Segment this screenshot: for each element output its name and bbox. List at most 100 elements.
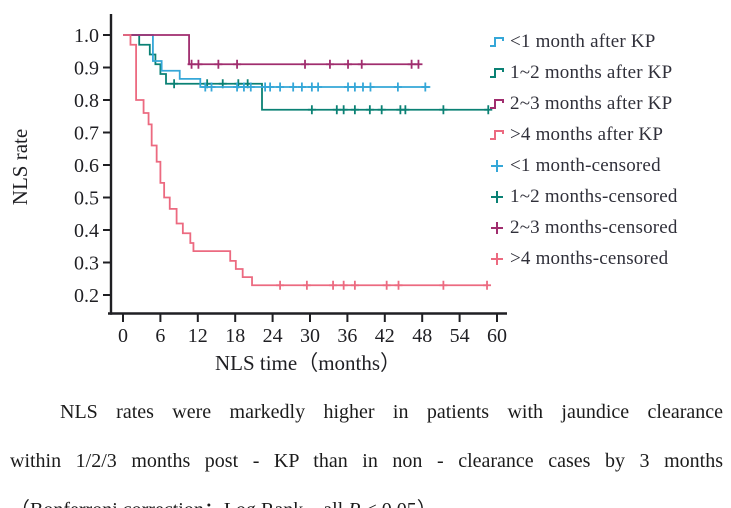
legend-item-label: 2~3 months-censored xyxy=(510,216,678,238)
censor-mark xyxy=(401,105,410,115)
legend-plus-glyph xyxy=(491,159,503,172)
x-tick-label: 12 xyxy=(188,325,208,347)
censor-mark xyxy=(276,280,285,290)
censor-mark xyxy=(344,59,353,69)
legend-item-label: 2~3 months after KP xyxy=(510,92,673,114)
x-tick-label: 42 xyxy=(375,325,395,347)
censor-mark xyxy=(297,82,306,92)
x-tick-label: 18 xyxy=(225,325,245,347)
caption-line-2: within 1/2/3 months post - KP than in no… xyxy=(10,450,723,472)
caption-p-symbol: P xyxy=(348,499,360,508)
y-tick-label: 0.3 xyxy=(74,253,99,275)
legend-plus-glyph xyxy=(491,221,503,234)
censor-mark xyxy=(325,59,334,69)
censor-mark xyxy=(350,105,359,115)
legend-item: <1 month after KP xyxy=(489,26,678,57)
censor-mark xyxy=(344,82,353,92)
censor-mark xyxy=(377,105,386,115)
legend-item-label: 1~2 months after KP xyxy=(510,61,673,83)
censor-mark xyxy=(350,280,359,290)
series-path xyxy=(123,34,488,287)
censor-mark xyxy=(483,280,492,290)
censor-mark xyxy=(382,280,391,290)
censor-mark xyxy=(350,82,359,92)
legend-plus-glyph xyxy=(491,190,503,203)
y-tick-label: 0.4 xyxy=(74,220,99,242)
censor-mark xyxy=(276,82,285,92)
censor-mark xyxy=(332,105,341,115)
caption-line-1: NLS rates were markedly higher in patien… xyxy=(60,401,723,423)
y-tick-label: 0.8 xyxy=(74,90,99,112)
legend-step-glyph xyxy=(490,67,504,78)
legend-item-label: 1~2 months-censored xyxy=(510,185,678,207)
legend-item: 2~3 months-censored xyxy=(489,212,678,243)
censor-mark xyxy=(358,82,367,92)
legend-item: 1~2 months-censored xyxy=(489,181,678,212)
censor-mark xyxy=(214,59,223,69)
figure-caption: NLS rates were markedly higher in patien… xyxy=(10,388,723,508)
censor-mark xyxy=(194,59,203,69)
x-tick-label: 0 xyxy=(118,325,128,347)
y-tick-label: 0.6 xyxy=(74,155,99,177)
censor-mark xyxy=(301,59,310,69)
x-tick-label: 24 xyxy=(263,325,283,347)
censor-mark xyxy=(366,82,375,92)
censor-mark xyxy=(170,79,179,89)
legend-item-label: <1 month-censored xyxy=(510,154,661,176)
censor-mark xyxy=(394,280,403,290)
y-tick-label: 0.9 xyxy=(74,58,99,80)
x-tick-label: 36 xyxy=(337,325,357,347)
censor-mark xyxy=(414,59,423,69)
censor-mark xyxy=(357,59,366,69)
censor-mark xyxy=(339,280,348,290)
legend-item: 1~2 months after KP xyxy=(489,57,678,88)
censor-mark xyxy=(246,82,255,92)
censor-mark xyxy=(314,82,323,92)
censor-mark xyxy=(339,105,348,115)
series-path xyxy=(123,34,420,66)
censor-mark xyxy=(266,82,275,92)
y-axis-title: NLS rate xyxy=(8,129,32,205)
y-tick-label: 0.5 xyxy=(74,188,99,210)
x-tick-label: 54 xyxy=(450,325,470,347)
censor-mark xyxy=(439,280,448,290)
censor-mark xyxy=(393,82,402,92)
censor-mark xyxy=(307,105,316,115)
caption-line-3-post: < 0.05）. xyxy=(360,499,441,508)
legend-step-glyph xyxy=(490,129,504,140)
legend-item: 2~3 months after KP xyxy=(489,88,678,119)
x-tick-label: 48 xyxy=(412,325,432,347)
censor-mark xyxy=(233,82,242,92)
y-tick-label: 0.7 xyxy=(74,123,99,145)
chart-legend: <1 month after KP 1~2 months after KP 2~3 … xyxy=(489,26,678,274)
x-tick-label: 60 xyxy=(487,325,507,347)
legend-item-label: >4 months after KP xyxy=(510,123,664,145)
censor-mark xyxy=(484,105,493,115)
y-tick-label: 0.2 xyxy=(74,285,99,307)
caption-line-3-pre: （Bonferroni correction；Log Rank，all xyxy=(10,499,348,508)
x-axis-title: NLS time（months） xyxy=(215,351,401,375)
censor-mark xyxy=(407,59,416,69)
y-tick-label: 1.0 xyxy=(74,25,99,47)
survival-curves xyxy=(123,34,493,290)
series-path xyxy=(123,34,431,88)
censor-mark xyxy=(302,280,311,290)
legend-item-label: >4 months-censored xyxy=(510,247,669,269)
censor-mark xyxy=(239,82,248,92)
legend-item-label: <1 month after KP xyxy=(510,30,656,52)
legend-step-glyph xyxy=(490,98,504,109)
chart-axes: 1.0 0.9 0.8 0.7 0.6 0.5 0.4 0.3 0.2 0 6 12 18 24 30 36 4… xyxy=(74,14,507,347)
x-tick-label: 30 xyxy=(300,325,320,347)
censor-mark xyxy=(421,82,430,92)
censor-mark xyxy=(187,59,196,69)
censor-mark xyxy=(329,280,338,290)
censor-mark xyxy=(439,105,448,115)
series-path xyxy=(123,34,489,111)
x-tick-label: 6 xyxy=(155,325,165,347)
legend-item: >4 months after KP xyxy=(489,119,678,150)
km-survival-chart: 1.0 0.9 0.8 0.7 0.6 0.5 0.4 0.3 0.2 0 6 12 18 24 30 36 4… xyxy=(8,14,507,375)
censor-mark xyxy=(365,105,374,115)
censor-mark xyxy=(207,82,216,92)
censor-mark xyxy=(233,59,242,69)
